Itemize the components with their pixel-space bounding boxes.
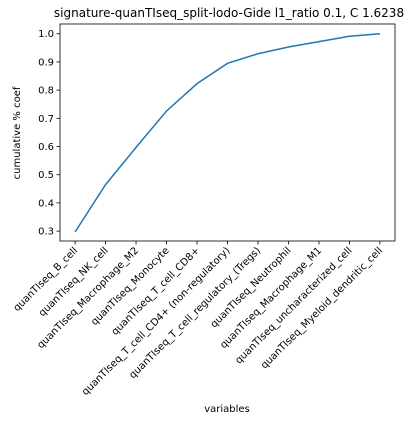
plot-area [74,32,381,233]
y-tick-label: 0.4 [38,198,54,209]
x-axis-label: variables [204,404,250,415]
chart-title: signature-quanTIseq_split-lodo-Gide l1_r… [54,6,404,20]
y-tick-label: 1.0 [38,29,54,40]
x-axis-ticks: quanTIseq_B_cellquanTIseq_NK_cellquanTIs… [12,241,385,398]
y-tick-label: 0.7 [38,114,54,125]
y-tick-label: 0.5 [38,170,54,181]
y-tick-label: 0.8 [38,86,54,97]
series-line [74,32,380,233]
y-tick-label: 0.3 [38,227,54,238]
y-tick-label: 0.6 [38,142,54,153]
y-axis-ticks: 0.3 0.4 0.5 0.6 0.7 0.8 0.9 1.0 [38,29,60,238]
axes-frame [59,23,396,242]
y-axis-label: cumulative % coef [12,86,23,179]
y-tick-label: 0.9 [38,57,54,68]
